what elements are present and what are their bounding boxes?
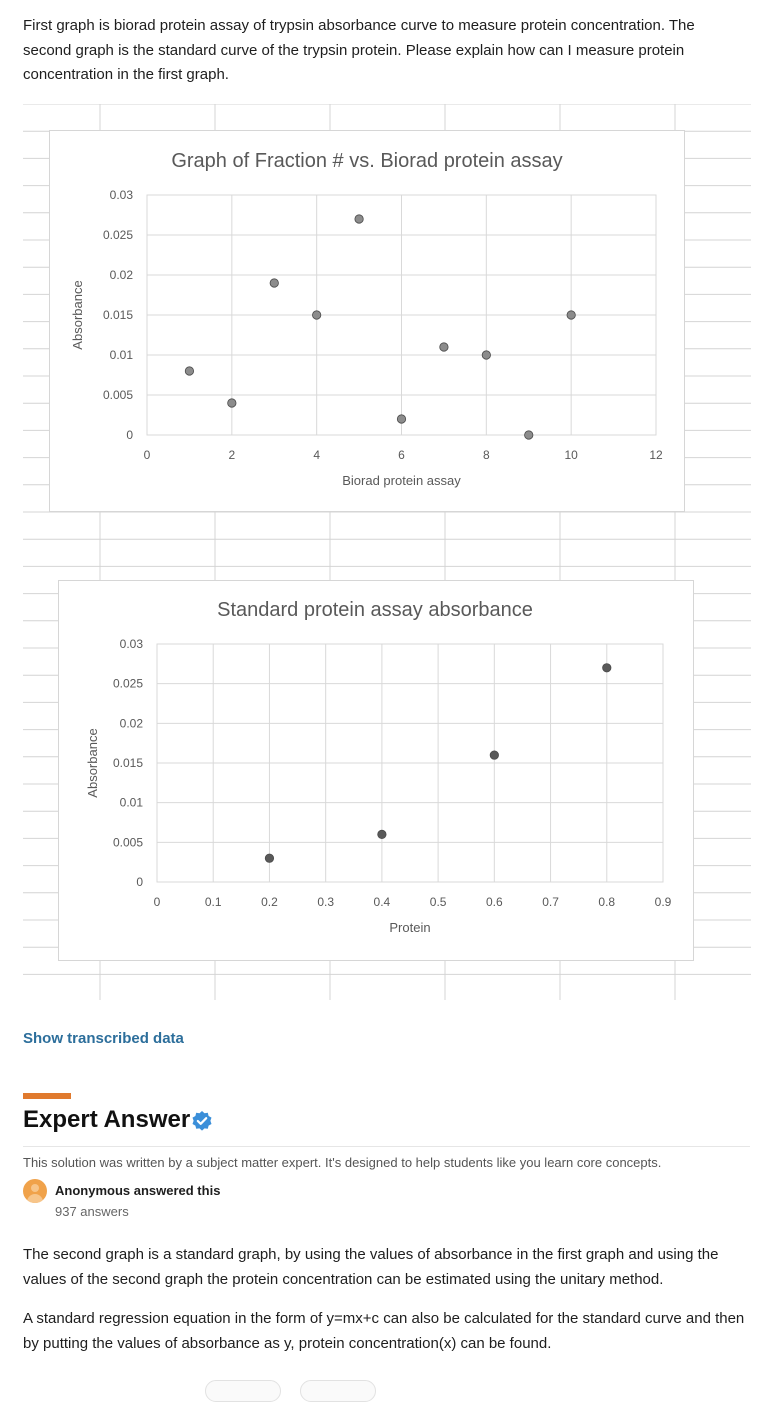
y-tick-label: 0 <box>126 428 133 442</box>
x-tick-label: 0.2 <box>261 895 278 909</box>
chart-1-frame: 0 0.005 0.01 0.015 0.02 0.025 0.03 0 2 4 6 8 10 12 Gra… <box>49 130 685 512</box>
x-tick-label: 0.4 <box>374 895 391 909</box>
y-tick-label: 0.03 <box>120 637 144 651</box>
chart-title: Graph of Fraction # vs. Biorad protein a… <box>171 150 562 172</box>
x-tick-label: 0.3 <box>317 895 334 909</box>
expert-accent-bar <box>23 1093 71 1099</box>
data-point <box>312 310 322 320</box>
data-point <box>227 398 237 408</box>
y-tick-label: 0.015 <box>103 308 133 322</box>
x-tick-label: 12 <box>649 448 663 462</box>
data-point <box>602 663 612 673</box>
y-tick-label: 0.01 <box>120 796 144 810</box>
answer-paragraph-1: The second graph is a standard graph, by… <box>23 1246 719 1288</box>
x-tick-label: 0.9 <box>655 895 672 909</box>
y-tick-label: 0.02 <box>110 268 134 282</box>
question-text: First graph is biorad protein assay of t… <box>23 17 695 83</box>
like-button[interactable] <box>205 1380 281 1402</box>
x-tick-label: 0.7 <box>542 895 559 909</box>
chart-title: Standard protein assay absorbance <box>217 599 533 621</box>
expert-subtitle: This solution was written by a subject m… <box>23 1155 662 1170</box>
verified-badge-icon <box>191 1110 213 1137</box>
answers-count: 937 answers <box>55 1204 129 1219</box>
data-point <box>439 342 449 352</box>
y-tick-label: 0.025 <box>103 228 133 242</box>
y-tick-label: 0.03 <box>110 188 134 202</box>
data-point <box>269 278 279 288</box>
data-point <box>489 750 499 760</box>
data-point <box>396 414 407 424</box>
x-tick-label: 0.6 <box>486 895 503 909</box>
x-tick-label: 8 <box>483 448 490 462</box>
x-axis-label: Biorad protein assay <box>342 473 461 488</box>
x-tick-label: 6 <box>398 448 405 462</box>
chart-1: 0 0.005 0.01 0.015 0.02 0.025 0.03 0 2 4 6 8 10 12 Gra… <box>70 150 663 488</box>
data-point <box>377 829 387 839</box>
y-tick-label: 0.01 <box>110 348 134 362</box>
y-tick-label: 0.015 <box>113 756 143 770</box>
data-point <box>184 366 195 376</box>
data-point <box>354 214 364 224</box>
y-axis-label: Absorbance <box>70 280 85 349</box>
show-transcribed-data-link[interactable]: Show transcribed data <box>23 1030 184 1047</box>
x-tick-label: 10 <box>564 448 578 462</box>
chart-2: 0 0.005 0.01 0.015 0.02 0.025 0.03 0 0.1 0.2 0.3 0.… <box>85 599 672 935</box>
expert-answer-title: Expert Answer <box>23 1106 191 1133</box>
answer-paragraph-2: A standard regression equation in the fo… <box>23 1310 745 1352</box>
x-tick-label: 0.1 <box>205 895 222 909</box>
x-axis-label: Protein <box>389 920 430 935</box>
y-tick-label: 0.025 <box>113 677 143 691</box>
x-tick-label: 4 <box>313 448 320 462</box>
data-point <box>264 853 275 863</box>
data-point <box>566 310 576 320</box>
x-tick-label: 0 <box>154 895 161 909</box>
data-point <box>524 430 534 440</box>
y-tick-label: 0.005 <box>103 388 133 402</box>
y-tick-label: 0 <box>136 875 143 889</box>
x-tick-label: 0.8 <box>598 895 615 909</box>
divider <box>23 1146 750 1147</box>
y-tick-label: 0.02 <box>120 716 144 730</box>
data-point <box>481 350 491 360</box>
x-tick-label: 0 <box>144 448 151 462</box>
x-tick-label: 0.5 <box>430 895 447 909</box>
y-tick-label: 0.005 <box>113 835 143 849</box>
x-tick-label: 2 <box>228 448 235 462</box>
avatar[interactable] <box>23 1179 47 1203</box>
answerer-name[interactable]: Anonymous answered this <box>55 1183 221 1198</box>
y-axis-label: Absorbance <box>85 728 100 797</box>
dislike-button[interactable] <box>300 1380 376 1402</box>
chart-2-frame: 0 0.005 0.01 0.015 0.02 0.025 0.03 0 0.1 0.2 0.3 0.… <box>58 580 694 961</box>
